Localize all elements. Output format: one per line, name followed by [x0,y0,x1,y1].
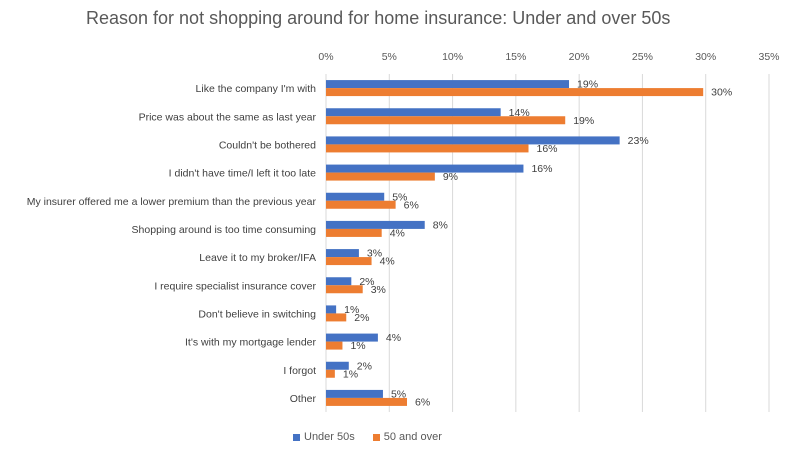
data-label-under-50s: 1% [344,304,359,316]
bar-50-and-over [326,341,343,350]
category-label: Don't believe in switching [198,308,316,320]
legend-label-50-and-over: 50 and over [383,431,442,443]
bar-50-and-over [326,200,396,209]
data-label-50-and-over: 16% [537,143,558,155]
x-tick-label: 25% [632,51,653,63]
category-label: Shopping around is too time consuming [132,224,317,236]
data-label-50-and-over: 1% [350,340,365,352]
x-tick-label: 0% [318,51,333,63]
category-label: I forgot [283,365,316,377]
category-label: Other [290,393,317,405]
x-tick-label: 30% [695,51,716,63]
data-label-50-and-over: 6% [415,396,430,408]
category-label: It's with my mortgage lender [185,337,316,349]
category-label: My insurer offered me a lower premium th… [27,196,317,208]
category-label: Like the company I'm with [196,83,317,95]
legend-item-50-and-over: 50 and over [372,431,442,443]
category-label: Price was about the same as last year [139,111,317,123]
data-label-50-and-over: 4% [380,256,395,268]
data-label-50-and-over: 2% [354,312,369,324]
data-label-under-50s: 14% [509,107,530,119]
bar-under-50s [326,136,620,145]
data-label-50-and-over: 30% [711,87,732,99]
data-label-under-50s: 8% [433,219,448,231]
bar-under-50s [326,164,524,173]
data-label-under-50s: 5% [391,388,406,400]
x-tick-label: 20% [569,51,590,63]
data-label-50-and-over: 19% [573,115,594,127]
bar-under-50s [326,108,501,117]
x-tick-label: 5% [382,51,397,63]
bar-under-50s [326,389,383,398]
x-tick-label: 35% [758,51,779,63]
category-label: I require specialist insurance cover [154,280,316,292]
bar-under-50s [326,220,425,229]
data-label-50-and-over: 3% [371,284,386,296]
bar-50-and-over [326,257,372,266]
bar-under-50s [326,249,359,258]
legend-swatch-under-50s [293,433,300,441]
bar-50-and-over [326,88,704,97]
bar-under-50s [326,305,337,314]
x-tick-label: 10% [442,51,463,63]
bar-under-50s [326,80,570,89]
bar-50-and-over [326,369,335,378]
bar-under-50s [326,361,349,370]
bar-under-50s [326,333,378,342]
x-tick-label: 15% [505,51,526,63]
bar-under-50s [326,277,352,286]
legend: Under 50s 50 and over [293,431,442,443]
data-label-under-50s: 5% [392,191,407,203]
data-label-under-50s: 4% [386,332,401,344]
data-label-50-and-over: 1% [343,368,358,380]
data-label-under-50s: 2% [359,276,374,288]
legend-item-under-50s: Under 50s [293,431,355,443]
data-label-under-50s: 19% [577,79,598,91]
data-label-under-50s: 16% [531,163,552,175]
bar-under-50s [326,192,385,201]
category-label: Couldn't be bothered [219,139,316,151]
data-label-under-50s: 23% [628,135,649,147]
data-label-50-and-over: 4% [390,227,405,239]
bar-50-and-over [326,285,363,294]
category-label: Leave it to my broker/IFA [199,252,316,264]
bar-50-and-over [326,228,382,237]
data-label-under-50s: 2% [357,360,372,372]
category-label: I didn't have time/I left it too late [169,168,316,180]
legend-label-under-50s: Under 50s [304,431,355,443]
bar-50-and-over [326,313,347,322]
bar-50-and-over [326,116,566,125]
bar-50-and-over [326,397,408,406]
chart-title: Reason for not shopping around for home … [86,8,671,28]
data-label-50-and-over: 6% [404,199,419,211]
bar-50-and-over [326,172,435,181]
legend-swatch-50-and-over [372,433,380,441]
data-label-under-50s: 3% [367,248,382,260]
data-label-50-and-over: 9% [443,171,458,183]
bar-50-and-over [326,144,529,153]
